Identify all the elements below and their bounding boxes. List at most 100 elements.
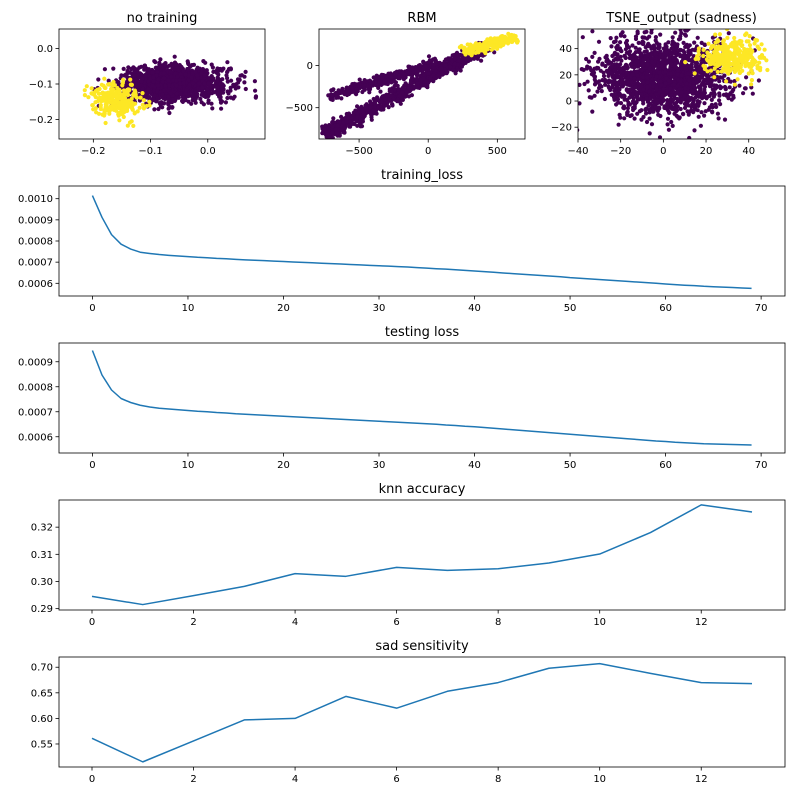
scatter-point	[454, 50, 460, 56]
scatter-point	[102, 76, 107, 81]
scatter-point	[692, 76, 697, 81]
scatter-point	[650, 59, 655, 65]
scatter-point	[415, 81, 420, 86]
scatter-point	[702, 113, 707, 118]
scatter-point	[743, 86, 748, 91]
scatter-point	[706, 107, 711, 112]
scatter-point	[379, 99, 384, 105]
scatter-point	[86, 95, 91, 100]
scatter-point	[673, 30, 678, 35]
scatter-point	[163, 97, 168, 102]
scatter-point	[515, 40, 520, 45]
scatter-point	[371, 108, 376, 113]
scatter-point	[717, 84, 723, 89]
scatter-point	[606, 80, 611, 85]
scatter-point	[253, 94, 259, 99]
scatter-point	[581, 67, 586, 72]
y-tick-label: −500	[286, 103, 313, 114]
scatter-point	[410, 76, 415, 81]
scatter-point	[615, 97, 621, 102]
scatter-point	[103, 120, 108, 126]
y-tick-label: 0.0	[37, 44, 53, 55]
scatter-point	[142, 65, 147, 70]
scatter-point	[639, 68, 644, 73]
scatter-point	[625, 80, 631, 85]
scatter-point	[166, 106, 171, 111]
scatter-point	[641, 114, 646, 120]
scatter-point	[233, 86, 238, 91]
scatter-point	[428, 76, 433, 81]
scatter-point	[378, 89, 383, 94]
scatter-point	[633, 85, 638, 90]
scatter-point	[136, 71, 142, 76]
scatter-point	[153, 60, 158, 65]
scatter-point	[727, 85, 732, 90]
scatter-point	[722, 84, 728, 90]
scatter-point	[360, 108, 365, 114]
scatter-point	[702, 42, 708, 48]
scatter-point	[218, 81, 223, 86]
scatter-point	[702, 101, 707, 106]
scatter-point	[120, 97, 125, 102]
scatter-point	[635, 111, 640, 116]
scatter-point	[578, 101, 582, 106]
x-tick-label: −0.1	[138, 146, 162, 157]
scatter-point	[155, 70, 160, 75]
scatter-point	[242, 74, 247, 79]
scatter-point	[704, 96, 709, 101]
scatter-point	[698, 88, 703, 93]
scatter-point	[155, 89, 160, 94]
scatter-point	[127, 120, 133, 125]
scatter-point	[135, 109, 140, 114]
scatter-point	[364, 102, 369, 107]
chart-title: no training	[127, 11, 198, 26]
scatter-point	[330, 124, 335, 129]
scatter-point	[620, 30, 625, 35]
scatter-point	[243, 69, 248, 74]
scatter-point	[663, 69, 668, 74]
scatter-point	[659, 101, 664, 106]
x-tick-label: 500	[488, 146, 507, 157]
scatter-point	[711, 71, 716, 77]
scatter-point	[209, 84, 214, 89]
scatter-point	[710, 110, 715, 115]
scatter-point	[334, 91, 339, 96]
scatter-point	[148, 90, 153, 95]
scatter-point	[156, 106, 161, 112]
scatter-point	[153, 65, 158, 70]
scatter-point	[633, 34, 639, 39]
scatter-point	[117, 90, 122, 95]
scatter-point	[109, 88, 114, 93]
scatter-point	[730, 89, 735, 94]
scatter-point	[367, 78, 372, 83]
scatter-point	[718, 102, 723, 107]
scatter-point	[98, 106, 103, 112]
scatter-point	[397, 93, 402, 98]
scatter-point	[717, 98, 722, 103]
scatter-point	[701, 92, 707, 97]
scatter-point	[631, 105, 636, 110]
scatter-point	[749, 85, 754, 90]
scatter-point	[214, 84, 220, 90]
scatter-point	[82, 88, 87, 93]
scatter-point	[169, 61, 174, 66]
scatter-point	[640, 80, 646, 85]
scatter-point	[646, 103, 651, 108]
scatter-point	[206, 81, 211, 86]
scatter-point	[600, 61, 605, 66]
scatter-point	[649, 122, 655, 127]
scatter-point	[178, 71, 183, 76]
scatter-point	[123, 72, 128, 77]
scatter-point	[600, 78, 605, 83]
scatter-point	[671, 97, 676, 102]
scatter-point	[226, 91, 231, 96]
scatter-point	[634, 55, 640, 60]
scatter-point	[84, 84, 89, 89]
scatter-point	[190, 92, 195, 97]
scatter-point	[666, 40, 671, 45]
scatter-point	[231, 96, 236, 101]
scatter-point	[180, 95, 185, 100]
x-tick-label: −0.2	[81, 146, 105, 157]
scatter-point	[623, 62, 629, 67]
scatter-point	[218, 90, 224, 95]
